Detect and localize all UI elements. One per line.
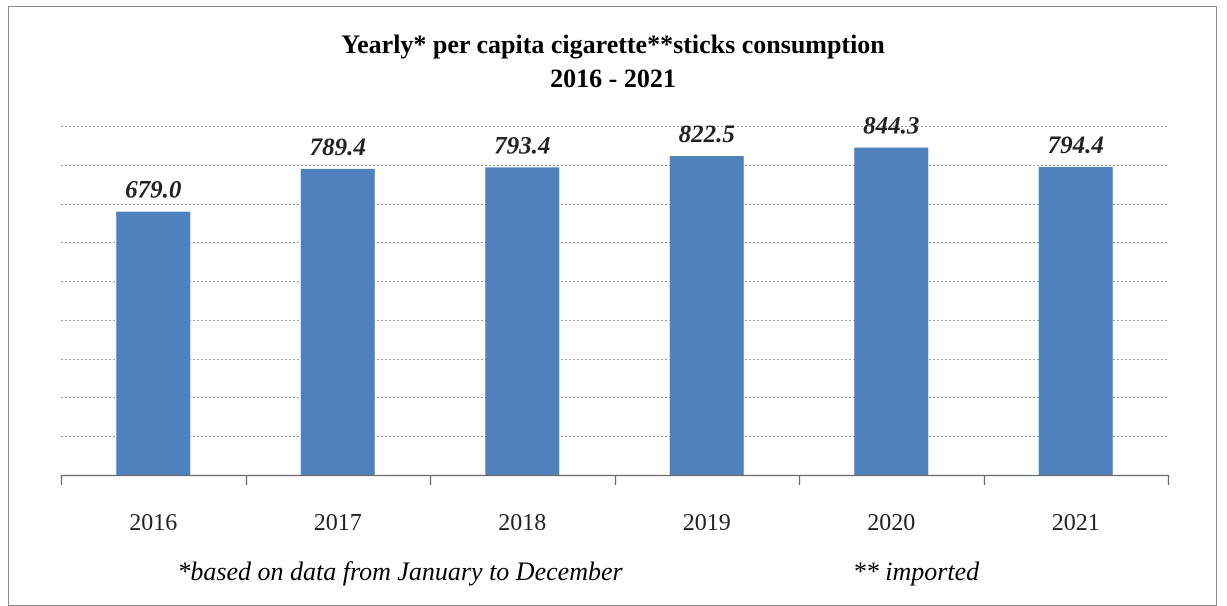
footnote-based-on-data: *based on data from January to December bbox=[177, 557, 623, 586]
x-tick-label-2016: 2016 bbox=[129, 510, 177, 536]
footnote-imported: ** imported bbox=[853, 557, 980, 586]
chart-title-line-1: Yearly* per capita cigarette**sticks con… bbox=[341, 30, 885, 59]
x-tick-label-2018: 2018 bbox=[498, 510, 546, 536]
bar-2020 bbox=[854, 147, 929, 475]
bar-2018 bbox=[485, 167, 560, 476]
data-label-2017: 789.4 bbox=[310, 134, 366, 161]
x-axis: 2016 2017 2018 2019 2020 2021 bbox=[60, 474, 1170, 536]
data-label-2021: 794.4 bbox=[1048, 132, 1104, 159]
bar-2019 bbox=[669, 156, 744, 475]
bar-2021 bbox=[1038, 166, 1113, 475]
chart-title-line-2: 2016 - 2021 bbox=[550, 64, 676, 93]
data-label-2016: 679.0 bbox=[125, 177, 182, 204]
data-label-2019: 822.5 bbox=[679, 121, 735, 148]
data-labels: 679.0 789.4 793.4 822.5 844.3 794.4 bbox=[125, 113, 1104, 204]
gridlines bbox=[61, 126, 1168, 437]
data-label-2018: 793.4 bbox=[494, 132, 550, 159]
bars bbox=[116, 147, 1113, 476]
data-label-2020: 844.3 bbox=[863, 113, 919, 140]
x-tick-label-2021: 2021 bbox=[1052, 510, 1100, 536]
bar-2016 bbox=[116, 211, 191, 475]
x-tick-label-2017: 2017 bbox=[314, 510, 362, 536]
x-tick-label-2019: 2019 bbox=[683, 510, 731, 536]
x-tick-label-2020: 2020 bbox=[867, 510, 915, 536]
bar-2017 bbox=[300, 168, 375, 475]
